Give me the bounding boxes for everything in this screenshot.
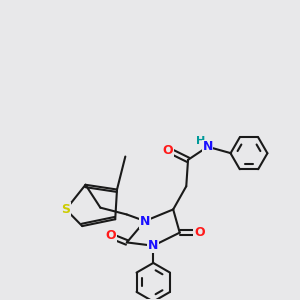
Text: N: N (202, 140, 213, 153)
Text: N: N (140, 214, 150, 227)
Text: O: O (194, 226, 205, 239)
Text: O: O (163, 143, 173, 157)
Text: N: N (148, 239, 158, 252)
Text: O: O (105, 230, 116, 242)
Text: H: H (196, 136, 206, 146)
Text: S: S (61, 203, 70, 216)
